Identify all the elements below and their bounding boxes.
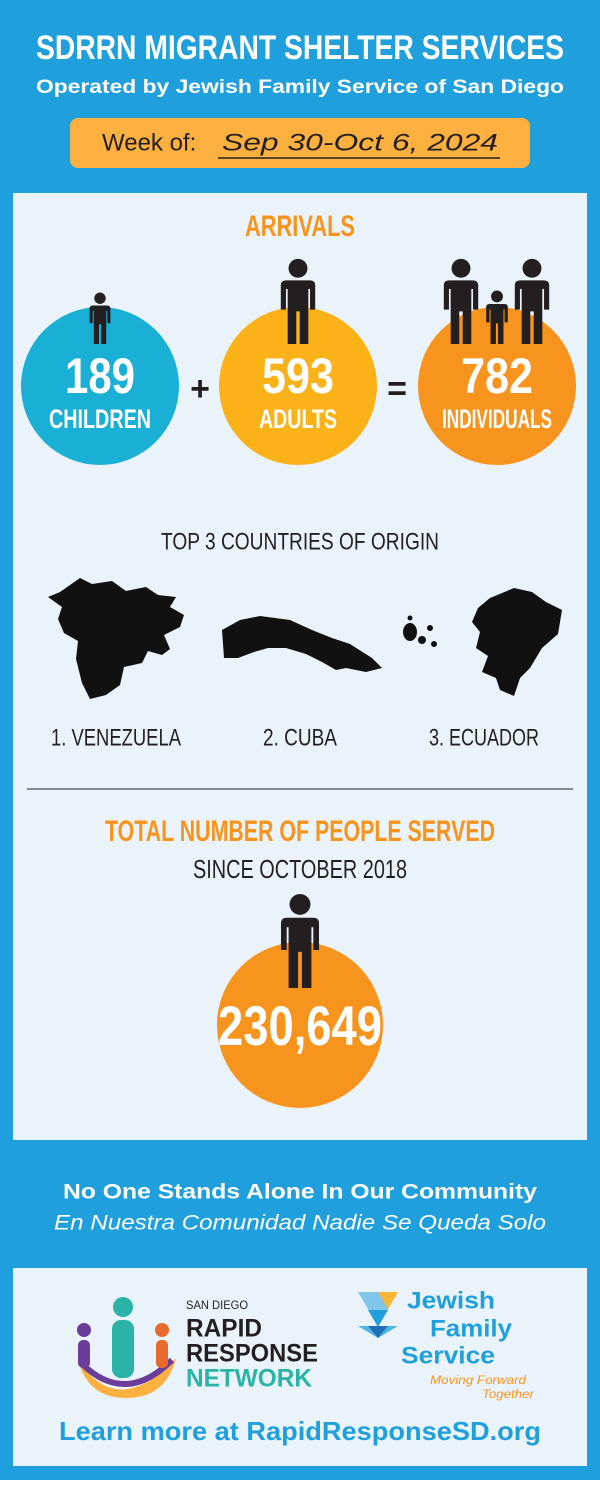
galapagos-map [403, 615, 437, 647]
subtitle: Operated by Jewish Family Service of San… [36, 77, 564, 98]
sdrrn-logo-text: NETWORK [186, 1365, 312, 1393]
sdrrn-logo-text: SAN DIEGO [186, 1298, 248, 1312]
children-label: CHILDREN [49, 404, 151, 434]
country-label: 3. ECUADOR [429, 724, 539, 751]
children-circle [21, 307, 179, 465]
ecuador-map [472, 588, 562, 696]
total-value: 230,649 [218, 994, 382, 1057]
slogan: No One Stands Alone In Our Community [63, 1181, 537, 1204]
total-circle [217, 942, 383, 1108]
individuals-value: 782 [461, 348, 533, 404]
title: SDRRN MIGRANT SHELTER SERVICES [36, 29, 564, 67]
jfs-logo-text: Service [401, 1342, 495, 1369]
sdrrn-logo-icon [77, 1297, 176, 1398]
week-box [70, 118, 530, 168]
arrivals-heading: ARRIVALS [245, 210, 355, 243]
jfs-logo-text: Jewish [407, 1287, 495, 1314]
adults-circle [219, 307, 377, 465]
adults-value: 593 [262, 348, 334, 404]
individuals-circle [418, 307, 576, 465]
slogan-es: En Nuestra Comunidad Nadie Se Queda Solo [54, 1212, 546, 1235]
jfs-tagline: Together [482, 1387, 535, 1401]
total-heading: TOTAL NUMBER OF PEOPLE SERVED [105, 815, 495, 848]
country-label: 2. CUBA [263, 724, 337, 751]
sdrrn-logo-text: RAPID [186, 1315, 262, 1343]
jfs-tagline: Moving Forward [430, 1373, 526, 1387]
sdrrn-logo-text: RESPONSE [186, 1340, 318, 1368]
origin-heading: TOP 3 COUNTRIES OF ORIGIN [161, 528, 439, 555]
plus: + [190, 370, 210, 408]
week-label: Week of: [102, 129, 196, 156]
footer-panel [13, 1268, 587, 1466]
week: Sep 30-Oct 6, 2024 [222, 129, 498, 156]
jfs-logo-text: Family [430, 1315, 513, 1342]
country-label: 1. VENEZUELA [51, 724, 181, 751]
individuals-label: INDIVIDUALS [442, 404, 552, 434]
cuba-map [222, 616, 382, 672]
total-subheading: SINCE OCTOBER 2018 [193, 854, 407, 884]
children-value: 189 [65, 348, 135, 404]
adults-label: ADULTS [259, 404, 337, 434]
equals: = [387, 370, 407, 408]
link[interactable]: Learn more at RapidResponseSD.org [59, 1416, 541, 1446]
jfs-logo-icon [358, 1292, 398, 1338]
venezuela-map [48, 578, 184, 699]
